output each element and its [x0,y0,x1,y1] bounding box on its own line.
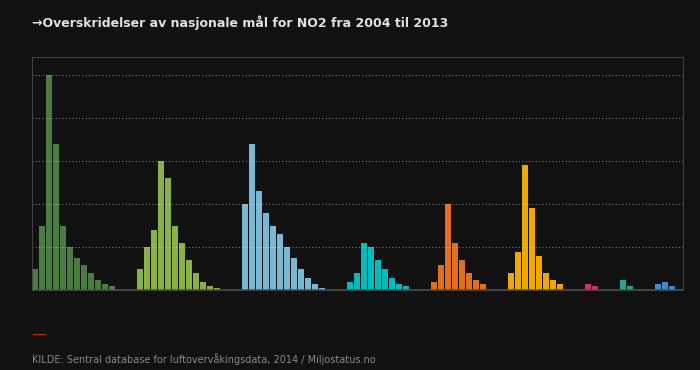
Bar [136,269,144,290]
Bar [438,265,444,290]
Bar [430,282,438,290]
Bar [466,273,472,290]
Bar [74,258,80,290]
Bar [284,247,290,290]
Bar [480,284,486,290]
Bar [508,273,514,290]
Bar [556,284,564,290]
Bar [52,144,60,290]
Bar [38,226,46,290]
Bar [304,278,312,290]
Bar [584,284,592,290]
Bar [374,260,382,290]
Bar [473,280,480,290]
Bar [626,286,634,290]
Text: KILDE: Sentral database for luftovervåkingsdata, 2014 / Miljostatus.no: KILDE: Sentral database for luftovervåki… [32,353,375,365]
Bar [620,280,626,290]
Bar [94,280,101,290]
Bar [402,286,409,290]
Bar [550,280,556,290]
Bar [178,243,186,290]
Bar [193,273,200,290]
Bar [528,208,536,290]
Bar [458,260,466,290]
Bar [522,165,528,290]
Bar [66,247,74,290]
Bar [206,286,214,290]
Bar [144,247,150,290]
Bar [346,282,354,290]
Bar [88,273,94,290]
Bar [444,204,452,290]
Bar [354,273,360,290]
Bar [158,161,164,290]
Bar [102,284,108,290]
Bar [368,247,374,290]
Text: →Overskridelser av nasjonale mål for NO2 fra 2004 til 2013: →Overskridelser av nasjonale mål for NO2… [32,16,448,30]
Bar [514,252,522,290]
Bar [46,75,52,290]
Bar [32,269,38,290]
Bar [542,273,550,290]
Bar [668,286,676,290]
Bar [199,282,206,290]
Bar [186,260,192,290]
Bar [256,191,262,290]
Bar [172,226,178,290]
Bar [150,230,158,290]
Bar [382,269,388,290]
Bar [452,243,458,290]
Bar [214,288,220,290]
Bar [298,269,304,290]
Bar [276,234,284,290]
Bar [318,288,326,290]
Bar [395,284,402,290]
Bar [389,278,396,290]
Bar [536,256,542,290]
Bar [654,284,661,290]
Bar [60,226,66,290]
Bar [312,284,318,290]
Bar [360,243,368,290]
Bar [290,258,298,290]
Bar [164,178,172,290]
Bar [241,204,248,290]
Text: —: — [32,326,47,342]
Bar [262,213,270,290]
Bar [80,265,88,290]
Bar [662,282,668,290]
Bar [248,144,256,290]
Bar [108,286,116,290]
Bar [592,286,598,290]
Bar [270,226,276,290]
